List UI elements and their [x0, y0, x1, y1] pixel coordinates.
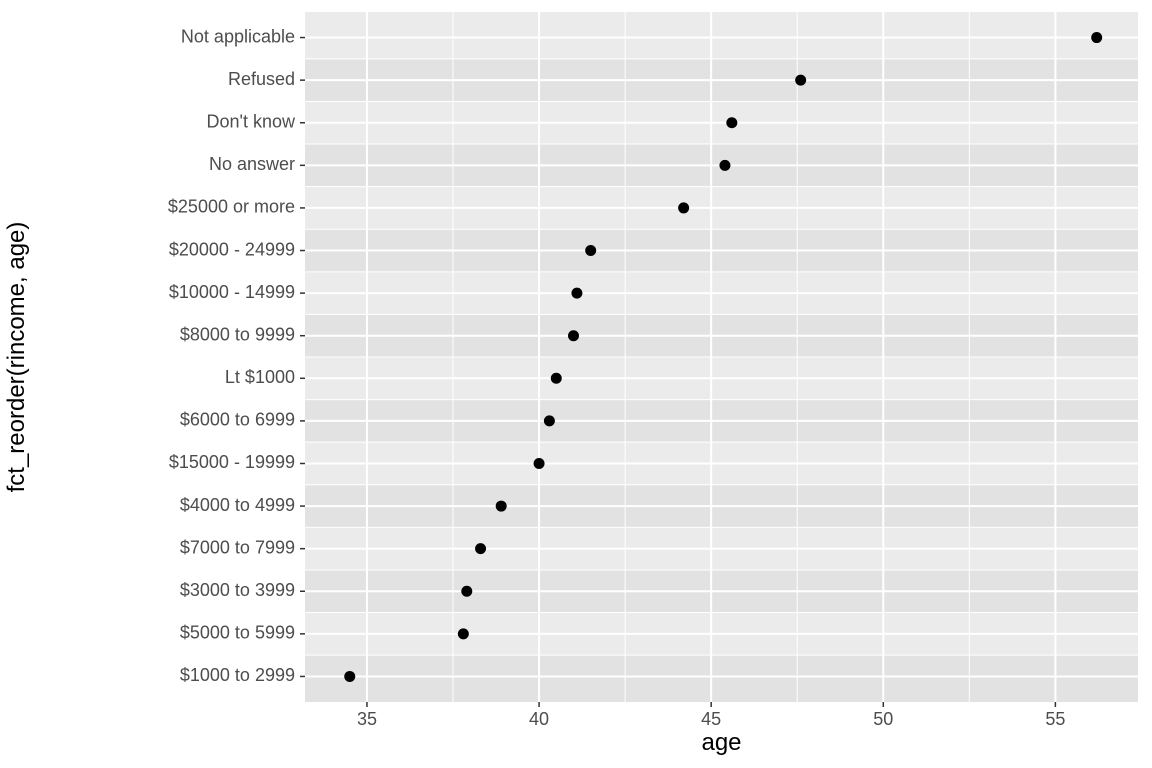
data-point [544, 415, 555, 426]
data-point [1091, 32, 1102, 43]
data-point [534, 458, 545, 469]
data-point [461, 586, 472, 597]
x-tick-label: 35 [357, 709, 377, 729]
x-tick-label: 50 [873, 709, 893, 729]
y-tick-label: $20000 - 24999 [169, 239, 295, 259]
data-point [551, 373, 562, 384]
data-point [568, 330, 579, 341]
y-tick-label: Lt $1000 [225, 367, 295, 387]
chart-container: Not applicable Refused Don't know No answer… [0, 0, 1152, 768]
y-tick-label: $1000 to 2999 [180, 665, 295, 685]
data-point [678, 202, 689, 213]
dot-plot: Not applicable Refused Don't know No answer… [0, 0, 1152, 768]
data-point [726, 117, 737, 128]
y-tick-label: $8000 to 9999 [180, 324, 295, 344]
x-tick-label: 40 [529, 709, 549, 729]
plot-band [305, 655, 1138, 702]
y-tick-label: $7000 to 7999 [180, 537, 295, 557]
y-tick-label: Not applicable [181, 26, 295, 46]
y-axis-title: fct_reorder(rincome, age) [3, 222, 30, 493]
y-tick-label: No answer [209, 154, 295, 174]
data-point [585, 245, 596, 256]
y-tick-label: $10000 - 14999 [169, 282, 295, 302]
data-point [458, 628, 469, 639]
x-tick-label: 55 [1045, 709, 1065, 729]
y-tick-label: $25000 or more [168, 197, 295, 217]
data-point [344, 671, 355, 682]
data-point [475, 543, 486, 554]
x-tick-label: 45 [701, 709, 721, 729]
y-tick-label: $4000 to 4999 [180, 495, 295, 515]
y-tick-label: $15000 - 19999 [169, 452, 295, 472]
y-tick-label: Don't know [207, 111, 296, 131]
data-point [571, 288, 582, 299]
y-tick-label: $5000 to 5999 [180, 623, 295, 643]
y-tick-label: Refused [228, 69, 295, 89]
x-axis-title: age [701, 729, 741, 756]
data-point [795, 75, 806, 86]
data-point [719, 160, 730, 171]
y-tick-label: $3000 to 3999 [180, 580, 295, 600]
y-tick-label: $6000 to 6999 [180, 410, 295, 430]
data-point [496, 501, 507, 512]
